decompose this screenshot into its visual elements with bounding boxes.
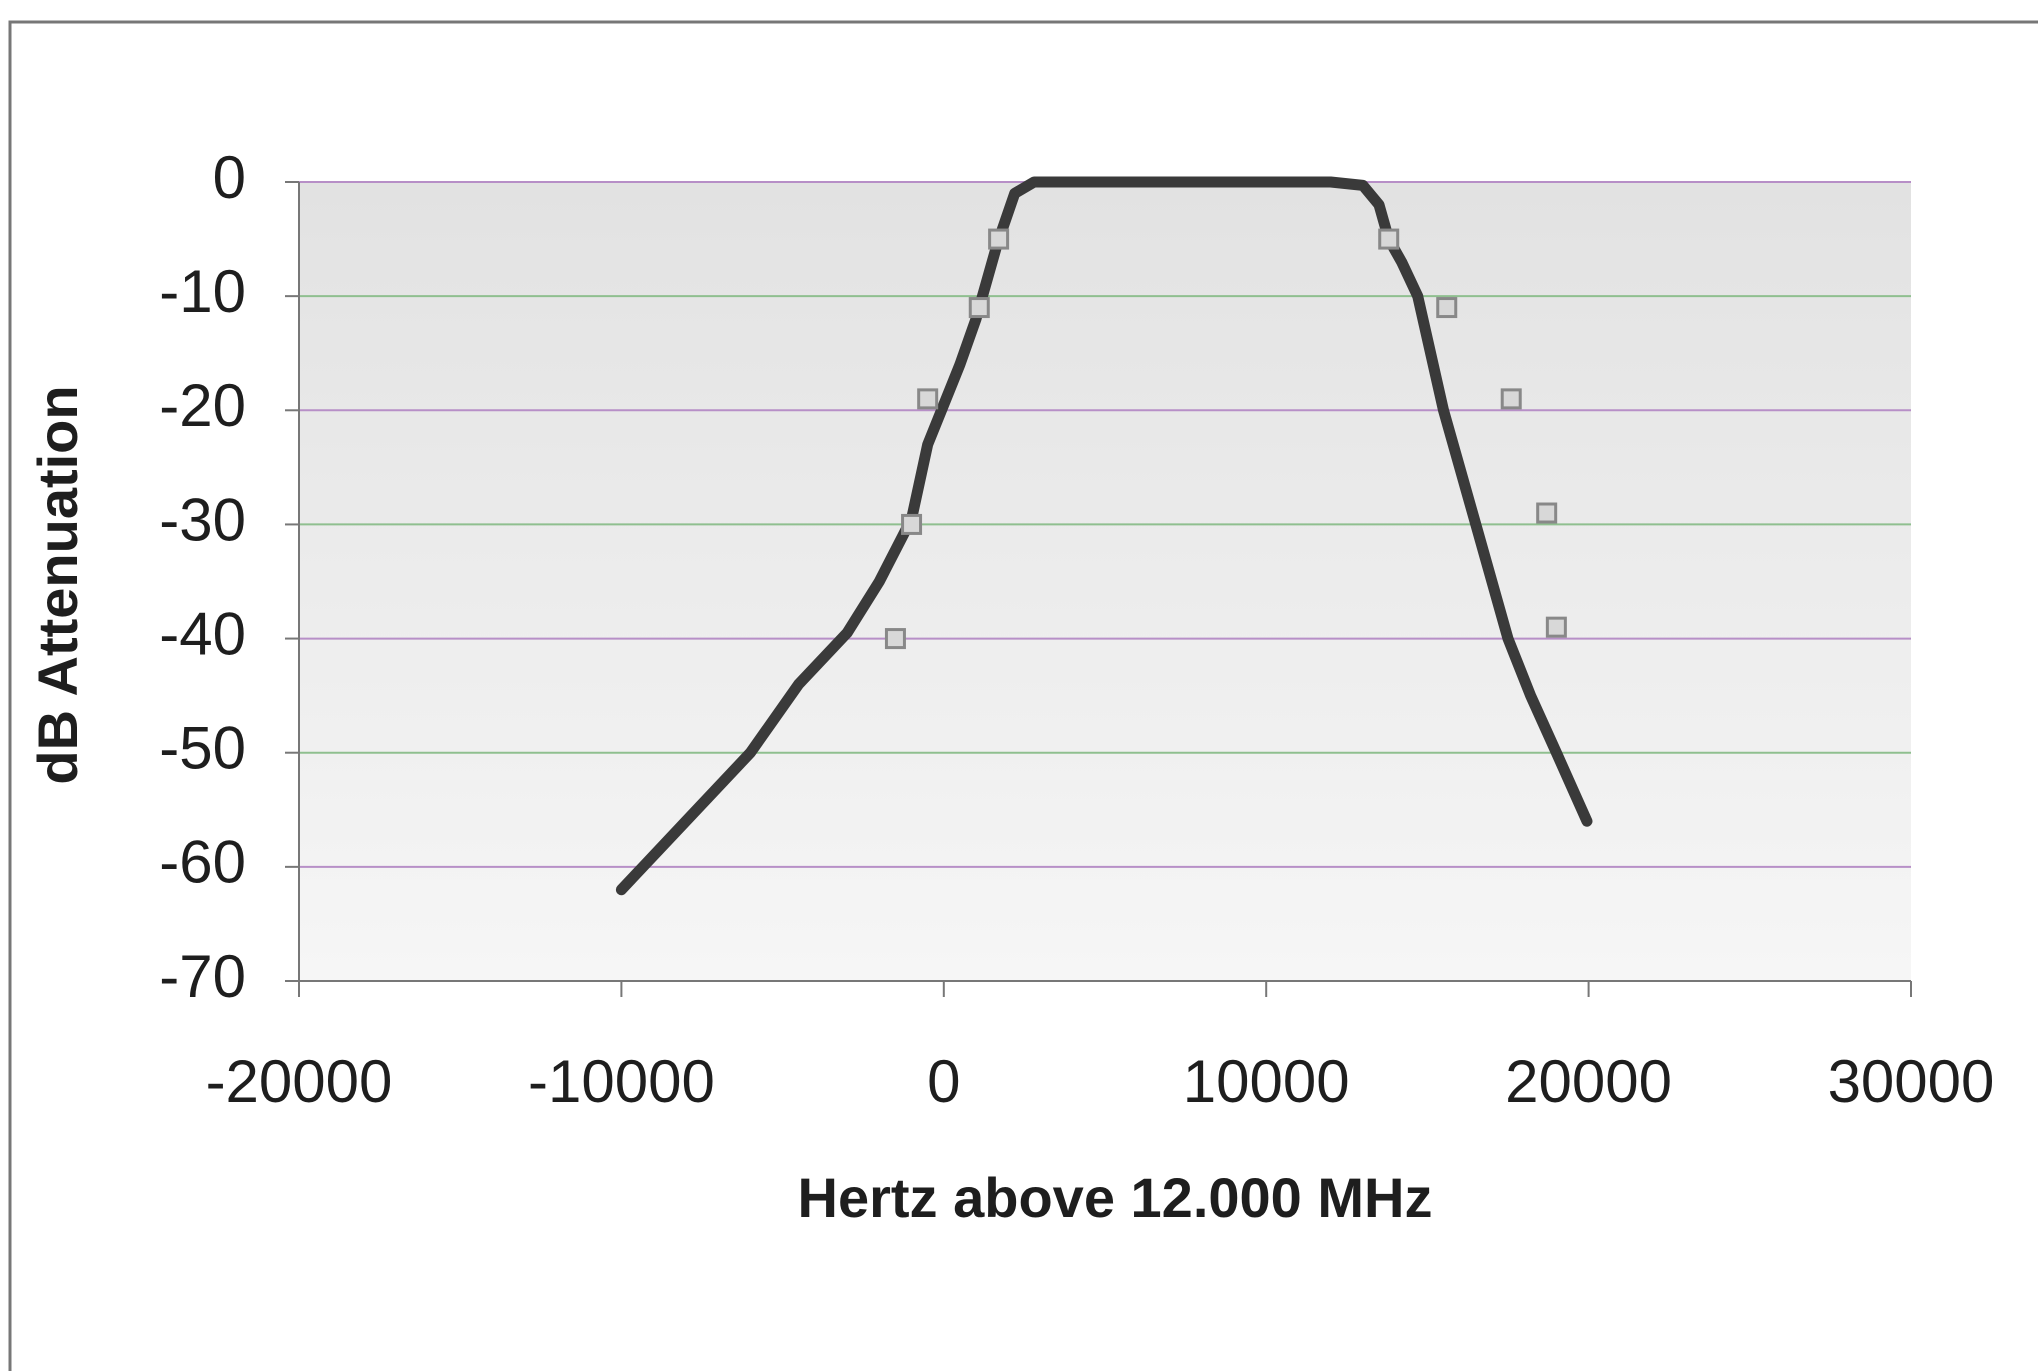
y-tick-label: 0 [213,144,246,211]
point [968,297,990,319]
x-axis-title: Hertz above 12.000 MHz [798,1166,1433,1229]
y-tick-label: -60 [159,829,246,896]
x-tick-label: 30000 [1828,1048,1995,1115]
point [1436,297,1458,319]
point [988,228,1010,250]
curve [615,176,1593,896]
y-tick-label: -10 [159,258,246,325]
plot-area [299,182,1911,981]
x-tick-label: 0 [927,1048,960,1115]
y-tick-label: -20 [159,372,246,439]
point [917,388,939,410]
x-tick-label: -20000 [206,1048,393,1115]
y-tick-label: -40 [159,600,246,667]
point [884,628,906,650]
x-tick-label: -10000 [528,1048,715,1115]
y-tick-label: -70 [159,943,246,1010]
x-tick-label: 20000 [1505,1048,1672,1115]
point [1536,502,1558,524]
point [1378,228,1400,250]
point [1500,388,1522,410]
frame [8,20,2038,1371]
y-axis-title: dB Attenuation [26,385,89,784]
y-tick-label: -30 [159,486,246,553]
point [1545,616,1567,638]
x-tick-label: 10000 [1183,1048,1350,1115]
y-tick-label: -50 [159,715,246,782]
point [901,513,923,535]
